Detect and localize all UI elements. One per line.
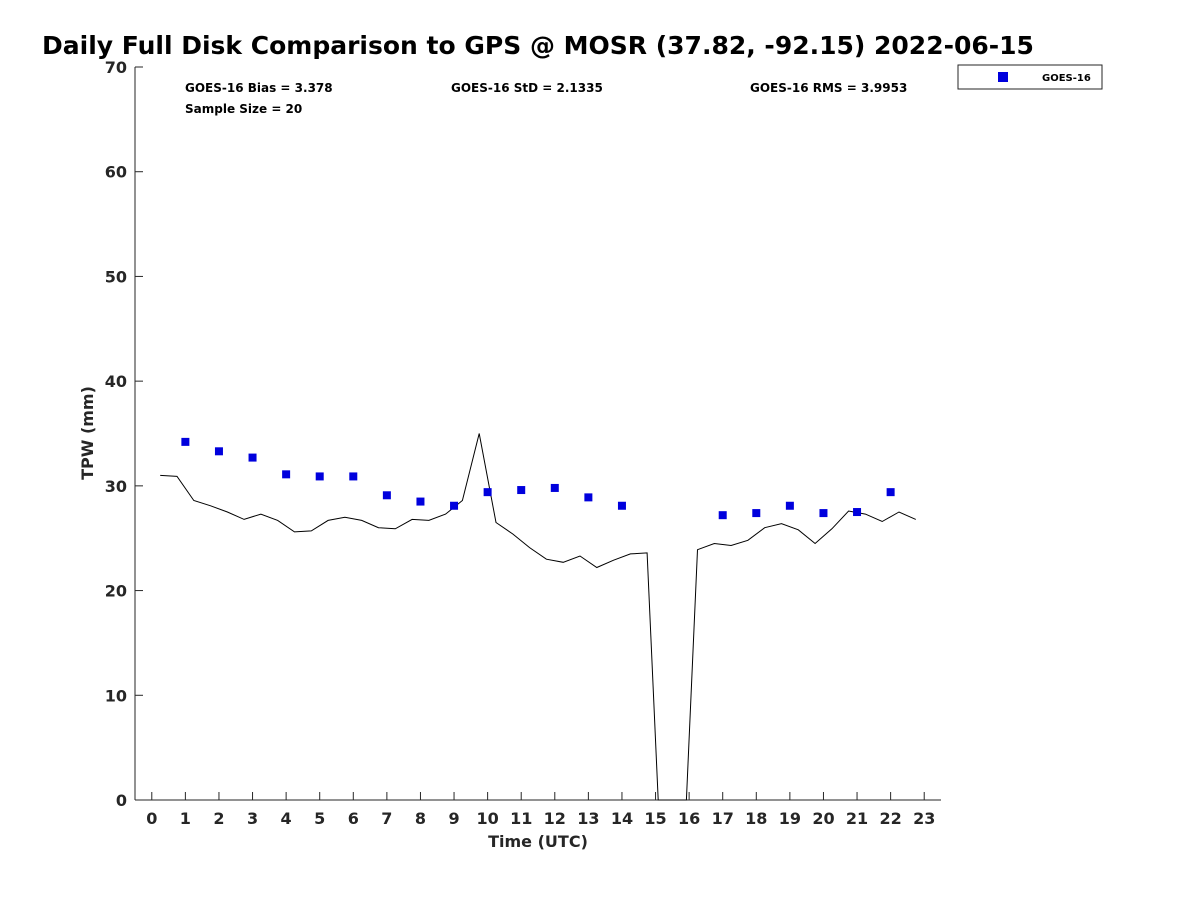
chart-title: Daily Full Disk Comparison to GPS @ MOSR…: [42, 31, 1034, 60]
x-tick-label: 6: [348, 809, 359, 828]
x-tick-label: 20: [812, 809, 834, 828]
rms-stat: GOES-16 RMS = 3.9953: [750, 81, 907, 95]
x-tick-label: 22: [879, 809, 901, 828]
goes-16-point: [752, 509, 761, 518]
goes-16-point: [349, 472, 358, 481]
goes-16-point: [416, 497, 425, 506]
x-tick-label: 4: [281, 809, 292, 828]
y-tick-label: 50: [105, 267, 127, 286]
goes-16-point: [382, 491, 391, 500]
gps-line: [160, 433, 917, 801]
x-tick-label: 13: [577, 809, 599, 828]
x-tick-label: 16: [678, 809, 700, 828]
x-tick-label: 1: [180, 809, 191, 828]
goes-16-point: [181, 437, 190, 446]
x-axis-label: Time (UTC): [488, 832, 588, 851]
y-ticks: 0 10 20 30 40 50 60 70: [105, 58, 143, 810]
x-tick-label: 11: [510, 809, 532, 828]
legend-marker-goes-16: [998, 72, 1008, 82]
goes-16-point: [282, 470, 291, 479]
x-tick-label: 12: [544, 809, 566, 828]
legend: GOES-16: [957, 64, 1103, 90]
std-stat: GOES-16 StD = 2.1335: [451, 81, 603, 95]
goes-16-point: [248, 453, 257, 462]
y-tick-label: 60: [105, 163, 127, 182]
x-ticks: 0 1 2 3 4 5 6 7 8 9 10 11 12 13 14 15 16 17 18 19 20 21 22 23: [146, 792, 935, 828]
y-tick-label: 70: [105, 58, 127, 77]
x-tick-label: 2: [213, 809, 224, 828]
goes-16-point: [785, 501, 794, 510]
y-tick-label: 30: [105, 477, 127, 496]
goes-16-point: [550, 483, 559, 492]
goes-16-point: [315, 472, 324, 481]
legend-label-goes-16: GOES-16: [1042, 73, 1091, 84]
x-tick-label: 17: [712, 809, 734, 828]
x-tick-label: 14: [611, 809, 633, 828]
goes-16-point: [450, 501, 459, 510]
x-tick-label: 23: [913, 809, 935, 828]
goes-16-point: [214, 447, 223, 456]
sample-size-stat: Sample Size = 20: [185, 102, 302, 116]
gps-series: [160, 433, 917, 801]
y-tick-label: 40: [105, 372, 127, 391]
x-tick-label: 7: [381, 809, 392, 828]
x-tick-label: 9: [448, 809, 459, 828]
x-tick-label: 21: [846, 809, 868, 828]
goes-16-point: [483, 488, 492, 497]
goes-16-point: [617, 501, 626, 510]
goes-16-point: [853, 508, 862, 517]
x-tick-label: 5: [314, 809, 325, 828]
x-tick-label: 8: [415, 809, 426, 828]
x-tick-label: 18: [745, 809, 767, 828]
goes-16-point: [718, 511, 727, 520]
x-tick-label: 15: [644, 809, 666, 828]
x-tick-label: 3: [247, 809, 258, 828]
y-tick-label: 10: [105, 686, 127, 705]
y-tick-label: 20: [105, 582, 127, 601]
x-tick-label: 19: [779, 809, 801, 828]
goes-16-series: [181, 437, 895, 520]
goes-16-point: [819, 509, 828, 518]
goes-16-point: [886, 488, 895, 497]
y-axis-label: TPW (mm): [78, 386, 97, 480]
x-tick-label: 0: [146, 809, 157, 828]
y-tick-label: 0: [116, 791, 127, 810]
x-tick-label: 10: [476, 809, 498, 828]
legend-box: [957, 64, 1103, 90]
goes-16-point: [584, 493, 593, 502]
goes-16-point: [517, 486, 526, 495]
axes: [134, 67, 941, 801]
bias-stat: GOES-16 Bias = 3.378: [185, 81, 333, 95]
